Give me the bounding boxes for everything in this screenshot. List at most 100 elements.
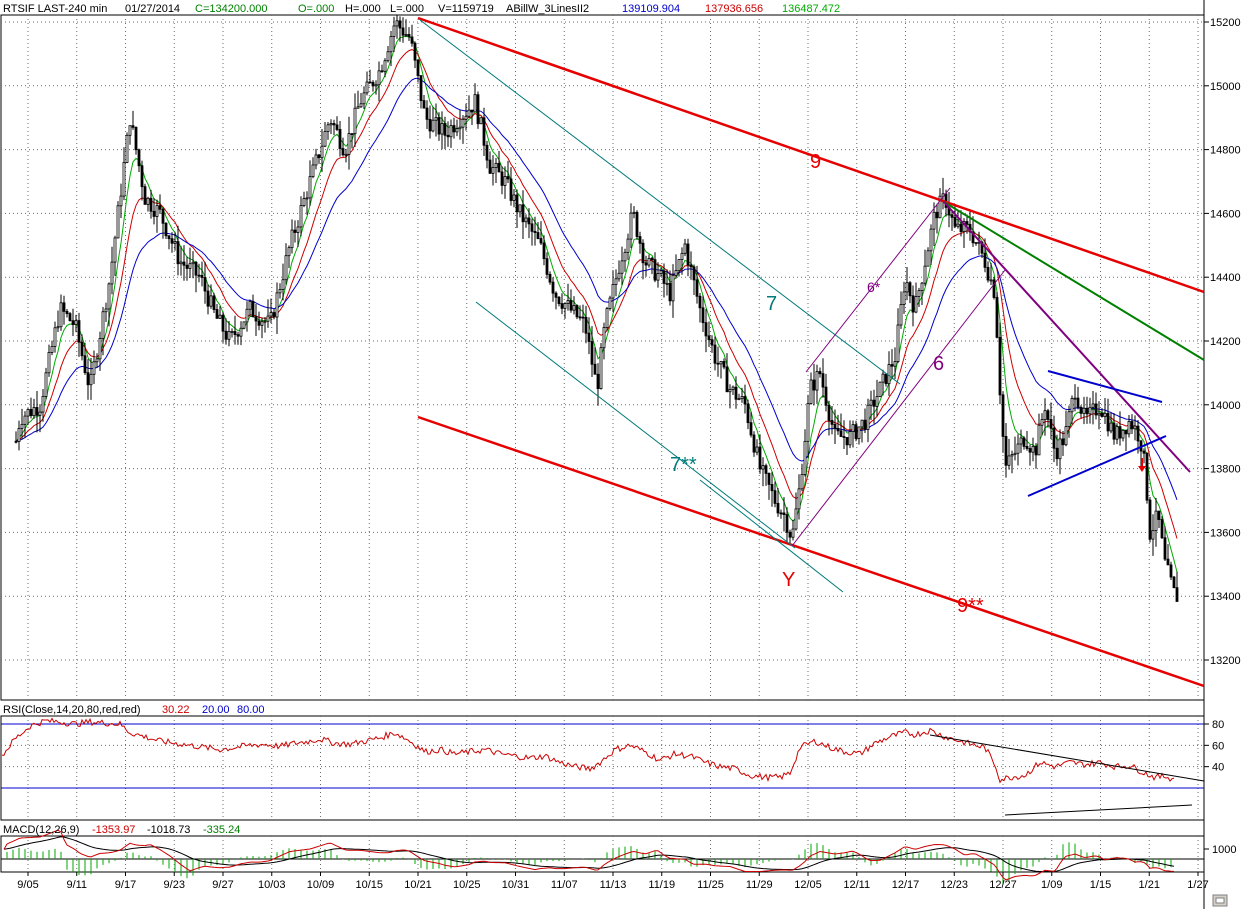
candle-body [1094, 403, 1098, 416]
candle [143, 183, 147, 205]
candle-body [500, 171, 504, 186]
candle-body [626, 238, 630, 253]
candle-body [218, 314, 222, 319]
candle-body [578, 316, 582, 319]
candle [920, 282, 924, 306]
breakout-arrow-icon [1138, 458, 1146, 472]
candle [794, 492, 798, 531]
candle [425, 100, 429, 129]
candle-body [374, 84, 378, 87]
candle [1019, 429, 1023, 453]
candle-body [143, 186, 147, 205]
candle-body [590, 341, 594, 365]
candle-body [1091, 403, 1095, 408]
candle [848, 420, 852, 449]
candle [851, 420, 855, 448]
candle [1115, 423, 1119, 445]
candle [299, 196, 303, 237]
candle-body [542, 242, 546, 260]
candle [1061, 430, 1065, 456]
candle [212, 292, 216, 314]
macd-signal: -1018.73 [147, 824, 190, 836]
y-tick-label: 15200 [1210, 17, 1241, 29]
candle [404, 19, 408, 38]
candle-body [185, 264, 189, 269]
candle-body [875, 396, 879, 407]
candle-body [899, 304, 903, 326]
candle [326, 122, 330, 140]
candle-body [1010, 454, 1014, 457]
candle [899, 291, 903, 329]
candle-body [851, 424, 855, 432]
candle-body [71, 320, 75, 326]
x-tick-label: 12/17 [892, 879, 920, 891]
candle-body [149, 197, 153, 212]
candle [665, 269, 669, 296]
candle [371, 80, 375, 92]
candle [686, 238, 690, 277]
candle-body [587, 332, 591, 342]
candle [296, 220, 300, 247]
candle [593, 347, 597, 375]
rsi-value: 30.22 [162, 704, 190, 716]
candle [41, 389, 45, 422]
y-tick-label: 14400 [1210, 272, 1241, 284]
candle-body [593, 363, 597, 375]
candle [1103, 398, 1107, 424]
candle [734, 376, 738, 409]
channel-7-star-star [699, 479, 844, 593]
candle [713, 336, 717, 371]
candle-body [1115, 426, 1119, 440]
candle [572, 296, 576, 315]
candle-body [437, 117, 441, 135]
candle [905, 267, 909, 301]
candle [911, 285, 915, 327]
candle [563, 302, 567, 319]
candle [839, 413, 843, 437]
candle-body [59, 302, 63, 328]
corner-widget-icon[interactable] [1212, 894, 1228, 907]
candle-body [1133, 425, 1137, 430]
candle [251, 294, 255, 318]
candle-body [362, 92, 366, 105]
candle [368, 69, 372, 84]
candle [644, 255, 648, 277]
candle-body [44, 372, 48, 397]
candle-body [827, 404, 831, 421]
candle [764, 463, 768, 486]
candle-body [986, 266, 990, 281]
candle-body [524, 217, 528, 223]
candle-body [266, 315, 270, 322]
candle [134, 126, 138, 155]
candle-body [1049, 419, 1053, 429]
macd-signal-line [3, 836, 1175, 873]
rsi-line [1, 717, 1175, 784]
candle-body [1109, 422, 1113, 432]
candle-body [716, 362, 720, 365]
candle [209, 284, 213, 309]
candle [590, 326, 594, 377]
triangle-bottom [1027, 435, 1167, 497]
candle-body [77, 320, 81, 343]
candle [323, 121, 327, 148]
candle [935, 203, 939, 234]
candle-body [731, 386, 735, 390]
candle [62, 295, 66, 325]
candle [1013, 436, 1017, 461]
candle [557, 296, 561, 307]
candle [1148, 497, 1152, 543]
candle-body [1061, 438, 1065, 446]
candle [314, 148, 318, 170]
x-tick-label: 11/25 [697, 879, 724, 891]
candle [800, 463, 804, 492]
candle [722, 358, 726, 370]
candle [1016, 434, 1020, 466]
candle-body [1043, 410, 1047, 420]
candle-body [1025, 446, 1029, 449]
candle-body [797, 488, 801, 510]
candle [773, 481, 777, 508]
candle-body [155, 205, 159, 217]
candle-body [377, 70, 381, 86]
candle-body [737, 398, 741, 401]
